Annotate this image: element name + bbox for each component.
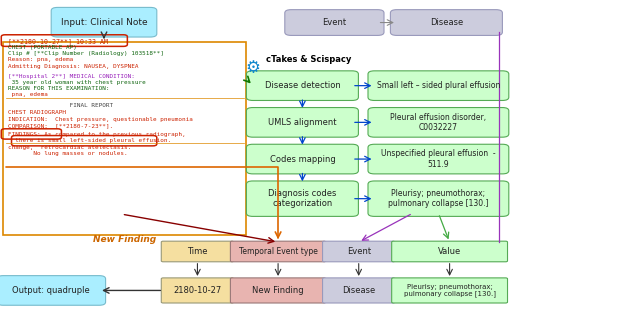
Text: INDICATION:  Chest pressure, questionable pneumonia: INDICATION: Chest pressure, questionable…	[8, 117, 193, 122]
Text: [**2180-10-27**] 10:33 AM: [**2180-10-27**] 10:33 AM	[8, 38, 108, 44]
FancyBboxPatch shape	[368, 71, 509, 100]
Text: Disease: Disease	[430, 18, 463, 27]
Text: Reason: pna, edema: Reason: pna, edema	[8, 57, 74, 62]
Text: CHEST (PORTABLE AP): CHEST (PORTABLE AP)	[8, 45, 77, 50]
Text: Clip # [**Clip Number (Radiology) 103518**]: Clip # [**Clip Number (Radiology) 103518…	[8, 51, 164, 56]
Text: COMPARISON:  [**2180-7-23**].: COMPARISON: [**2180-7-23**].	[8, 124, 113, 129]
Text: UMLS alignment: UMLS alignment	[268, 118, 337, 127]
Text: Temporal Event type: Temporal Event type	[239, 247, 317, 256]
Text: Small left – sided plural effusion: Small left – sided plural effusion	[377, 81, 500, 90]
FancyBboxPatch shape	[368, 108, 509, 137]
FancyBboxPatch shape	[246, 108, 358, 137]
Text: Pleurisy; pneumothorax;
pulmonary collapse [130.]: Pleurisy; pneumothorax; pulmonary collap…	[404, 284, 495, 297]
Text: FINDINGS: As compared to the previous radiograph,: FINDINGS: As compared to the previous ra…	[8, 132, 186, 137]
Text: Time: Time	[187, 247, 208, 256]
Text: CHEST RADIOGRAPH: CHEST RADIOGRAPH	[8, 109, 67, 115]
Text: Pleural effusion disorder,
C0032227: Pleural effusion disorder, C0032227	[390, 113, 486, 132]
FancyBboxPatch shape	[390, 10, 502, 35]
FancyBboxPatch shape	[230, 241, 326, 262]
Text: REASON FOR THIS EXAMINATION:: REASON FOR THIS EXAMINATION:	[8, 86, 110, 91]
FancyBboxPatch shape	[392, 241, 508, 262]
Text: change,  retrocardiac atelectasis.: change, retrocardiac atelectasis.	[8, 145, 132, 150]
FancyBboxPatch shape	[368, 144, 509, 174]
Text: there is small left-sided pleural effusion.: there is small left-sided pleural effusi…	[8, 138, 172, 143]
FancyBboxPatch shape	[323, 278, 395, 303]
Text: [**Hospital 2**] MEDICAL CONDITION:: [**Hospital 2**] MEDICAL CONDITION:	[8, 74, 135, 79]
Text: Pleurisy; pneumothorax;
pulmonary collapse [130.]: Pleurisy; pneumothorax; pulmonary collap…	[388, 189, 489, 208]
Text: ⚙: ⚙	[245, 59, 260, 77]
Text: Disease detection: Disease detection	[264, 81, 340, 90]
FancyBboxPatch shape	[246, 144, 358, 174]
FancyBboxPatch shape	[0, 276, 106, 305]
Text: Admitting Diagnosis: NAUSEA, DYSPNEA: Admitting Diagnosis: NAUSEA, DYSPNEA	[8, 63, 139, 69]
Text: 2180-10-27: 2180-10-27	[173, 286, 221, 295]
Text: Input: Clinical Note: Input: Clinical Note	[61, 18, 147, 27]
Text: New Finding: New Finding	[93, 235, 156, 244]
Text: FINAL REPORT: FINAL REPORT	[8, 103, 113, 108]
Text: Unspecified pleural effusion  -
511.9: Unspecified pleural effusion - 511.9	[381, 149, 496, 169]
Text: Value: Value	[438, 247, 461, 256]
Text: Codes mapping: Codes mapping	[269, 155, 335, 164]
FancyBboxPatch shape	[368, 181, 509, 216]
FancyBboxPatch shape	[246, 181, 358, 216]
Text: Disease: Disease	[342, 286, 375, 295]
FancyBboxPatch shape	[161, 241, 234, 262]
Text: cTakes & Scispacy: cTakes & Scispacy	[266, 55, 351, 64]
FancyBboxPatch shape	[51, 7, 157, 37]
FancyBboxPatch shape	[285, 10, 384, 35]
FancyBboxPatch shape	[323, 241, 395, 262]
FancyBboxPatch shape	[246, 71, 358, 100]
Text: Output: quadruple: Output: quadruple	[12, 286, 90, 295]
Text: New Finding: New Finding	[252, 286, 304, 295]
Text: Diagnosis codes
categorization: Diagnosis codes categorization	[268, 189, 337, 208]
Text: 35 year old woman with chest pressure: 35 year old woman with chest pressure	[8, 80, 146, 85]
Text: Event: Event	[347, 247, 371, 256]
FancyBboxPatch shape	[230, 278, 326, 303]
Text: pna, edema: pna, edema	[8, 92, 48, 98]
FancyBboxPatch shape	[392, 278, 508, 303]
Text: No lung masses or nodules.: No lung masses or nodules.	[8, 151, 128, 156]
FancyBboxPatch shape	[161, 278, 234, 303]
Text: Event: Event	[323, 18, 346, 27]
Bar	[3, 42, 246, 235]
